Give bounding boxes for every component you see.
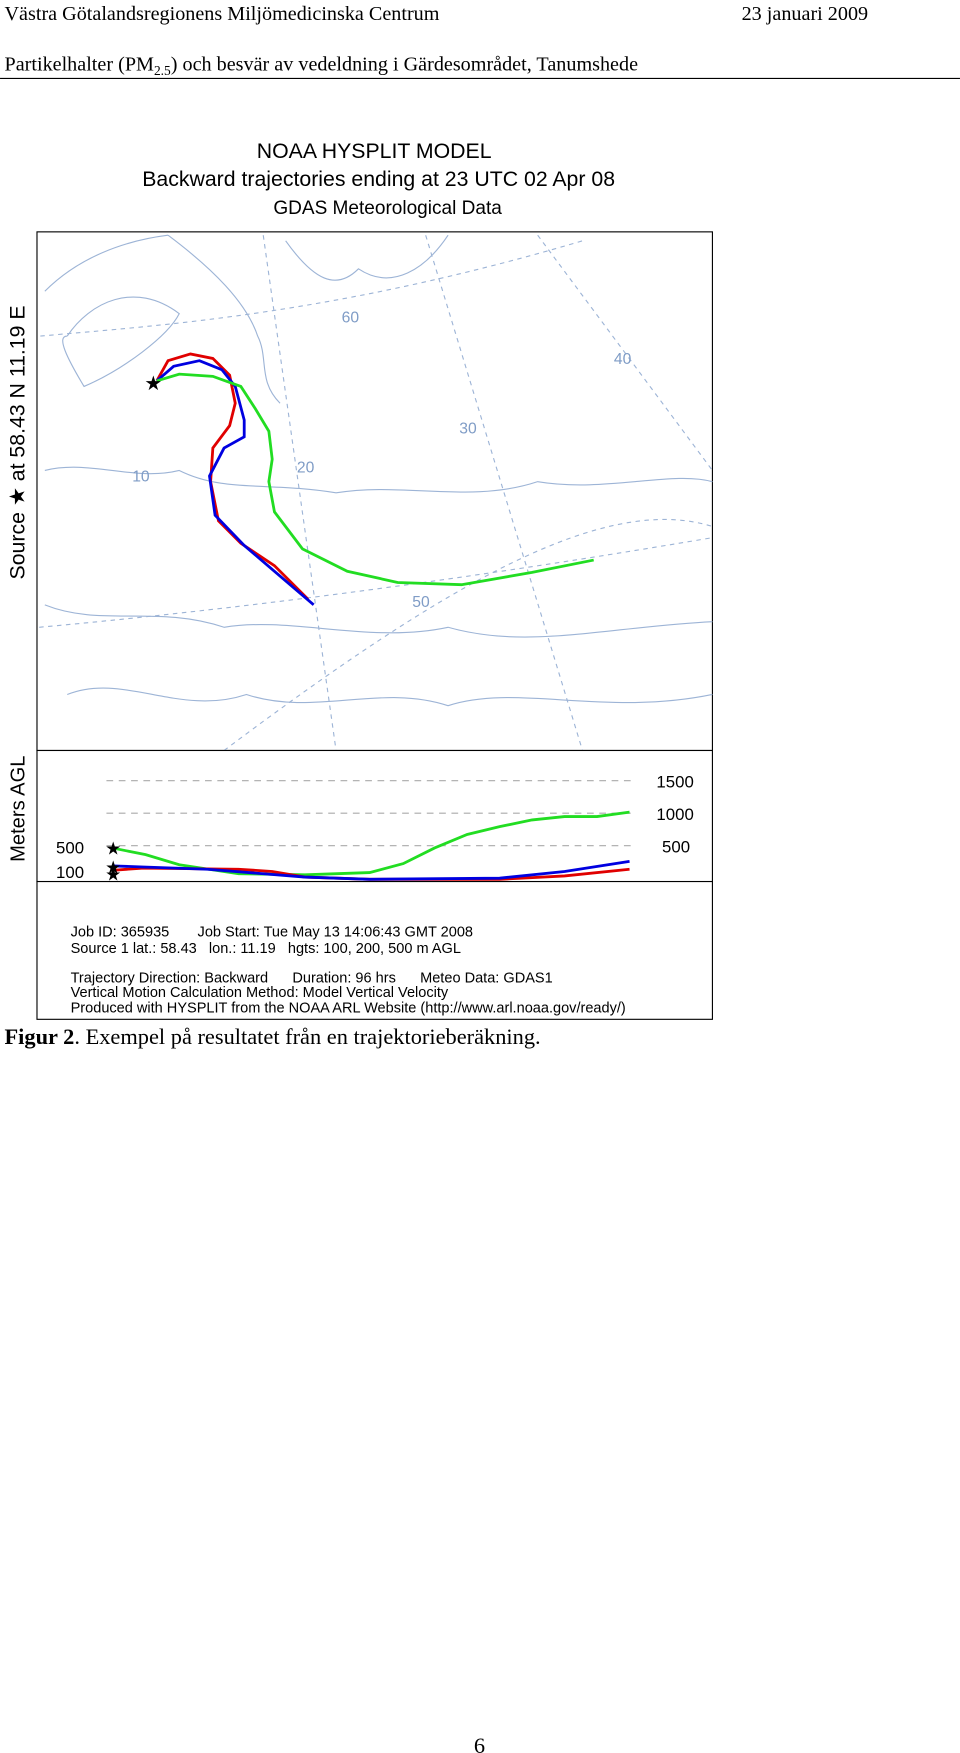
map-label: 10 [132, 469, 150, 486]
info-line: Trajectory Direction: Backward Duration:… [71, 970, 553, 986]
height-axis-label: Meters AGL [8, 756, 30, 862]
figure-title: NOAA HYSPLIT MODEL [257, 139, 492, 163]
left-tick: 500 [56, 839, 84, 858]
map-label: 60 [342, 310, 360, 327]
profile-blue [111, 859, 630, 881]
info-line: Source 1 lat.: 58.43 lon.: 11.19 hgts: 1… [71, 941, 461, 957]
header-subtitle: Partikelhalter (PM2.5) och besvär av ved… [5, 54, 639, 78]
right-tick: 500 [662, 837, 690, 856]
height-profiles [111, 810, 630, 881]
subtitle-part: ) och besvär av vedeldning i Gärdesområd… [171, 54, 638, 76]
info-line: Produced with HYSPLIT from the NOAA ARL … [71, 1001, 626, 1017]
trajectories [155, 352, 594, 606]
map-frame [36, 231, 713, 752]
figure-title: Backward trajectories ending at 23 UTC 0… [142, 167, 615, 191]
map-label: 50 [412, 594, 430, 611]
source-star: ★ [144, 373, 162, 395]
page-number: 6 [474, 1733, 485, 1753]
header-date: 23 januari 2009 [742, 3, 869, 25]
right-tick: 1500 [656, 772, 693, 791]
map-label: 20 [297, 460, 315, 477]
info-panel [36, 880, 713, 1020]
left-tick: 100 [56, 863, 84, 882]
right-tick: 1000 [656, 805, 693, 824]
figure-title: GDAS Meteorological Data [273, 198, 502, 219]
trajectory-green [156, 372, 594, 587]
profile-green [111, 810, 630, 877]
caption: Figur 2. Exempel på resultatet från en t… [5, 1024, 541, 1049]
source-star: ★ [105, 839, 121, 859]
map-label: 40 [614, 351, 632, 368]
height-gridlines [106, 780, 633, 847]
subtitle-subscript: 2.5 [154, 63, 171, 78]
source-label: Source ★ at 58.43 N 11.19 E [6, 305, 30, 579]
map-label: 30 [459, 420, 477, 437]
source-star: ★ [105, 864, 121, 884]
subtitle-part: Partikelhalter (PM [5, 54, 155, 76]
figure: NOAA HYSPLIT MODEL Backward trajectories… [6, 139, 713, 1020]
info-line: Job ID: 365935 Job Start: Tue May 13 14:… [71, 924, 473, 940]
trajectory-blue [155, 359, 315, 606]
info-line: Vertical Motion Calculation Method: Mode… [71, 985, 449, 1001]
caption-label: Figur 2 [5, 1024, 75, 1049]
source-star: ★ [105, 858, 121, 878]
header-org: Västra Götalandsregionens Miljömedicinsk… [5, 3, 440, 25]
map-outline [39, 234, 713, 751]
caption-text: . Exempel på resultatet från en trajekto… [74, 1024, 540, 1049]
